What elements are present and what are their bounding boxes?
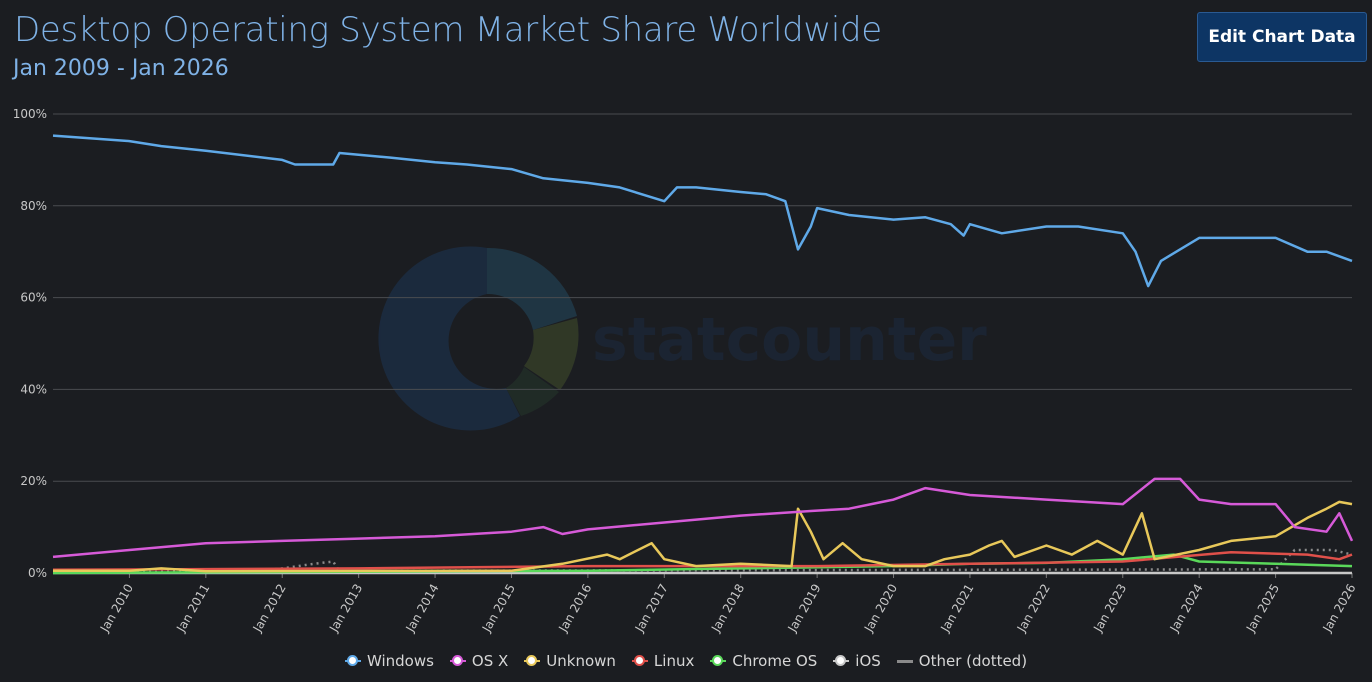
legend-item-os-x[interactable]: OS X (449, 652, 509, 670)
legend-item-chrome-os[interactable]: Chrome OS (710, 652, 817, 670)
legend-label: iOS (855, 652, 881, 670)
y-tick-label: 100% (13, 107, 47, 121)
legend-item-unknown[interactable]: Unknown (524, 652, 616, 670)
y-tick-label: 0% (28, 566, 47, 580)
y-tick-label: 40% (20, 382, 47, 396)
legend-label: Windows (366, 652, 434, 670)
x-tick-label: Jan 2024 (1167, 582, 1206, 636)
legend-label: OS X (471, 652, 509, 670)
page-title: Desktop Operating System Market Share Wo… (14, 10, 882, 50)
y-tick-label: 80% (20, 199, 47, 213)
legend-item-ios[interactable]: iOS (833, 652, 881, 670)
legend-label: Chrome OS (732, 652, 818, 670)
x-axis-tick-labels: Jan 2010 Jan 2011 Jan 2012 Jan 2013 Jan 2014… (97, 573, 1359, 635)
legend-label: Unknown (546, 652, 616, 670)
legend-marker-icon (710, 653, 727, 669)
watermark-text: statcounter (592, 305, 987, 375)
x-tick-label: Jan 2010 (97, 582, 136, 636)
chart-legend: Windows OS X Unknown Linux Chrome OS iOS Other… (0, 652, 1372, 670)
x-tick-label: Jan 2013 (326, 582, 365, 636)
x-tick-label: Jan 2014 (403, 582, 442, 636)
x-tick-label: Jan 2025 (1243, 582, 1282, 636)
watermark: statcounter (378, 246, 987, 431)
x-tick-label: Jan 2021 (937, 582, 976, 636)
legend-label: Other (dotted) (918, 652, 1028, 670)
x-tick-label: Jan 2015 (479, 582, 518, 636)
y-tick-label: 60% (20, 291, 47, 305)
series-line-os-x[interactable] (52, 477, 1354, 559)
legend-marker-icon (896, 653, 913, 669)
series-lines (52, 134, 1354, 575)
legend-marker-icon (344, 653, 361, 669)
watermark-logo-slice-dark (506, 367, 559, 416)
x-tick-label: Jan 2019 (785, 582, 824, 636)
y-tick-label: 20% (20, 474, 47, 488)
x-tick-label: Jan 2017 (632, 582, 671, 636)
legend-item-windows[interactable]: Windows (344, 652, 434, 670)
legend-marker-icon (449, 653, 466, 669)
x-tick-label: Jan 2022 (1014, 582, 1053, 636)
watermark-logo-ring (378, 246, 520, 431)
x-tick-label: Jan 2023 (1090, 582, 1129, 636)
legend-item-linux[interactable]: Linux (631, 652, 695, 670)
series-line-unknown[interactable] (53, 500, 1353, 573)
x-tick-label: Jan 2026 (1320, 582, 1359, 636)
x-tick-label: Jan 2016 (555, 582, 594, 636)
x-tick-label: Jan 2012 (250, 582, 289, 636)
watermark-logo-slice-olive (524, 318, 579, 390)
legend-marker-icon (631, 653, 648, 669)
legend-label: Linux (653, 652, 695, 670)
y-axis-tick-labels: 0% 20% 40% 60% 80% 100% (13, 107, 47, 580)
watermark-logo-slice-teal (487, 247, 577, 330)
legend-marker-icon (524, 653, 541, 669)
series-line-windows[interactable] (52, 134, 1353, 288)
x-tick-label: Jan 2018 (708, 582, 747, 636)
legend-item-other-dotted[interactable]: Other (dotted) (896, 652, 1028, 670)
edit-chart-data-button[interactable]: Edit Chart Data (1197, 12, 1367, 62)
x-tick-label: Jan 2020 (861, 582, 900, 636)
date-range-subtitle: Jan 2009 - Jan 2026 (13, 56, 229, 81)
series-line-linux[interactable] (52, 551, 1353, 572)
x-tick-label: Jan 2011 (173, 582, 212, 636)
legend-marker-icon (833, 653, 850, 669)
